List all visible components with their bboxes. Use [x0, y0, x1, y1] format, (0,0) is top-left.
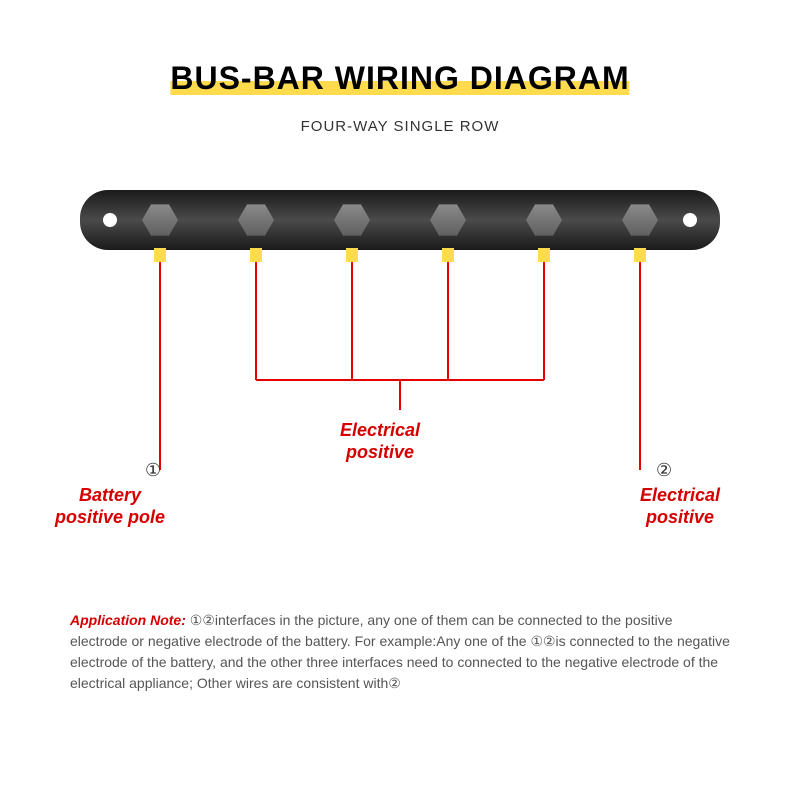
label-electrical-mid: Electrical positive [340, 420, 420, 463]
note-heading: Application Note: [70, 612, 186, 628]
mount-hole-right [683, 213, 697, 227]
wire-lug [346, 248, 358, 262]
label-battery: Battery positive pole [55, 485, 165, 528]
wire-lug [634, 248, 646, 262]
title-block: BUS-BAR WIRING DIAGRAM [170, 60, 629, 97]
wire-lug [538, 248, 550, 262]
mount-hole-left [103, 213, 117, 227]
label-electrical-right: Electrical positive [640, 485, 720, 528]
page-title: BUS-BAR WIRING DIAGRAM [170, 60, 629, 97]
label-num-1: ① [145, 460, 161, 482]
wire-lug [442, 248, 454, 262]
wire-lug [154, 248, 166, 262]
label-num-2: ② [656, 460, 672, 482]
application-note: Application Note: ①②interfaces in the pi… [70, 610, 730, 694]
wire-lug [250, 248, 262, 262]
page-subtitle: FOUR-WAY SINGLE ROW [301, 118, 500, 135]
